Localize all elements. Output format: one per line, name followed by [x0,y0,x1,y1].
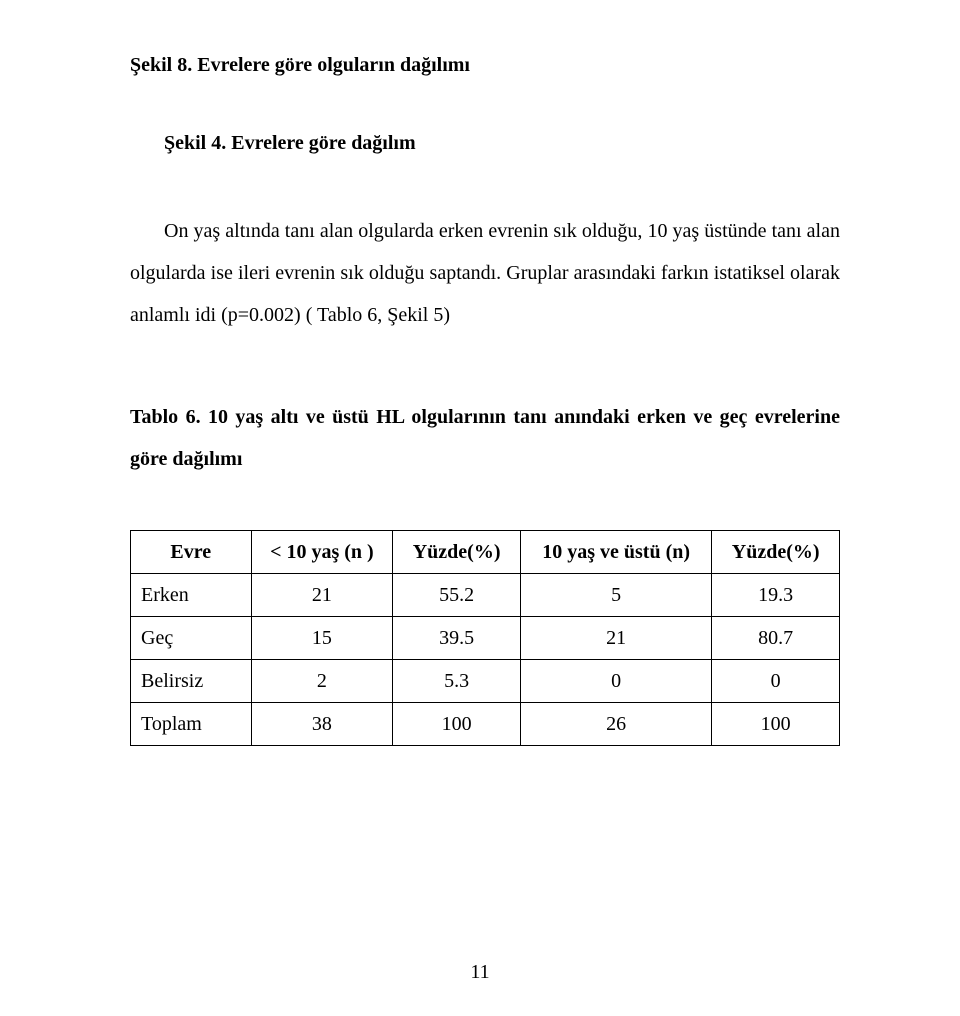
table-6: Evre < 10 yaş (n ) Yüzde(%) 10 yaş ve üs… [130,530,840,746]
col-header: < 10 yaş (n ) [251,531,393,574]
col-header: Yüzde(%) [712,531,840,574]
cell: 0 [520,660,711,703]
cell: 80.7 [712,617,840,660]
cell: 15 [251,617,393,660]
table-row: Belirsiz 2 5.3 0 0 [131,660,840,703]
cell: 55.2 [393,574,521,617]
cell: 26 [520,703,711,746]
figure-4-subheading: Şekil 4. Evrelere göre dağılım [164,128,840,158]
figure-8-heading: Şekil 8. Evrelere göre olguların dağılım… [130,50,840,80]
cell: 21 [520,617,711,660]
cell: 38 [251,703,393,746]
row-label: Belirsiz [131,660,252,703]
cell: 100 [712,703,840,746]
table-row: Toplam 38 100 26 100 [131,703,840,746]
cell: 21 [251,574,393,617]
table-row: Geç 15 39.5 21 80.7 [131,617,840,660]
col-header: Evre [131,531,252,574]
cell: 5 [520,574,711,617]
col-header: 10 yaş ve üstü (n) [520,531,711,574]
col-header: Yüzde(%) [393,531,521,574]
cell: 39.5 [393,617,521,660]
row-label: Geç [131,617,252,660]
cell: 5.3 [393,660,521,703]
page: Şekil 8. Evrelere göre olguların dağılım… [0,0,960,1016]
table-row: Erken 21 55.2 5 19.3 [131,574,840,617]
body-paragraph: On yaş altında tanı alan olgularda erken… [130,210,840,336]
row-label: Toplam [131,703,252,746]
cell: 2 [251,660,393,703]
row-label: Erken [131,574,252,617]
table-6-caption: Tablo 6. 10 yaş altı ve üstü HL olguları… [130,396,840,480]
cell: 100 [393,703,521,746]
page-number: 11 [0,961,960,984]
table-header-row: Evre < 10 yaş (n ) Yüzde(%) 10 yaş ve üs… [131,531,840,574]
cell: 0 [712,660,840,703]
cell: 19.3 [712,574,840,617]
